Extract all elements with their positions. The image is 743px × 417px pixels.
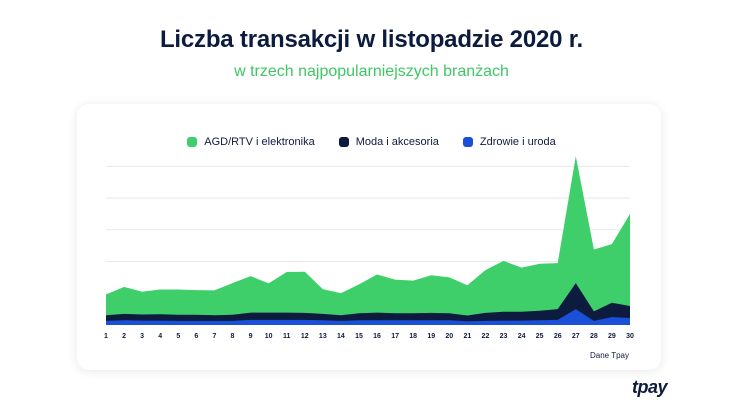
legend-label-moda: Moda i akcesoria: [355, 136, 439, 148]
chart-legend: AGD/RTV i elektronika Moda i akcesoria Z…: [0, 134, 743, 150]
x-tick-label: 9: [249, 333, 253, 340]
x-tick-label: 1: [104, 333, 108, 340]
x-tick-label: 4: [158, 333, 162, 340]
x-tick-label: 12: [301, 333, 309, 340]
x-tick-label: 27: [572, 333, 580, 340]
x-tick-label: 25: [536, 333, 544, 340]
x-tick-label: 3: [140, 333, 144, 340]
area-series-agd-rtv-i-elektronika: [106, 156, 630, 325]
legend-swatch-agd: [187, 137, 198, 147]
area-series-moda-i-akcesoria: [106, 283, 630, 325]
x-tick-label: 5: [176, 333, 180, 340]
x-tick-label: 10: [265, 333, 273, 340]
x-tick-label: 26: [554, 333, 562, 340]
area-series-zdrowie-i-uroda: [106, 309, 630, 325]
chart-title: Liczba transakcji w listopadzie 2020 r.: [159, 26, 584, 53]
x-tick-label: 23: [500, 333, 508, 340]
legend-label-zdrowie: Zdrowie i uroda: [479, 136, 556, 148]
x-tick-label: 13: [319, 333, 327, 340]
x-tick-label: 2: [122, 333, 126, 340]
x-tick-label: 16: [373, 333, 381, 340]
x-tick-label: 8: [231, 333, 235, 340]
x-tick-label: 24: [518, 333, 526, 340]
legend-label-agd: AGD/RTV i elektronika: [204, 136, 315, 148]
legend-item-moda: Moda i akcesoria: [338, 134, 439, 150]
x-tick-label: 15: [355, 333, 363, 340]
legend-item-agd: AGD/RTV i elektronika: [187, 134, 315, 150]
legend-swatch-moda: [338, 137, 349, 147]
x-tick-label: 21: [463, 333, 471, 340]
data-source-note: Dane Tpay: [590, 351, 629, 360]
x-tick-label: 22: [482, 333, 490, 340]
x-tick-label: 29: [608, 333, 616, 340]
legend-item-zdrowie: Zdrowie i uroda: [462, 134, 556, 150]
x-tick-label: 18: [409, 333, 417, 340]
x-tick-label: 20: [445, 333, 453, 340]
x-tick-label: 7: [212, 333, 216, 340]
x-tick-label: 17: [391, 333, 399, 340]
tpay-logo: tpay: [632, 377, 668, 397]
x-tick-label: 28: [590, 333, 598, 340]
x-tick-label: 14: [337, 333, 345, 340]
x-tick-label: 6: [194, 333, 198, 340]
x-tick-label: 19: [427, 333, 435, 340]
legend-swatch-zdrowie: [462, 137, 473, 147]
x-tick-label: 11: [283, 333, 291, 340]
x-tick-label: 30: [626, 333, 634, 340]
chart-subtitle: w trzech najpopularniejszych branżach: [234, 63, 509, 80]
